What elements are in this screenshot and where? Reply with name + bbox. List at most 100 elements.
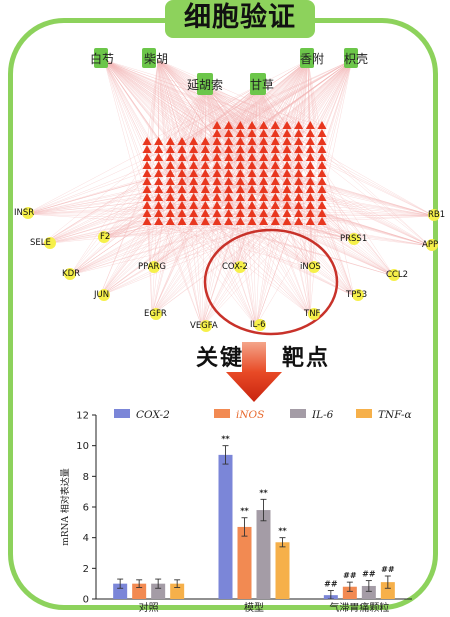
compound-node — [259, 193, 269, 201]
network-edge — [41, 213, 241, 245]
compound-node — [305, 145, 315, 153]
network-edge — [103, 59, 194, 143]
network-edge — [257, 85, 276, 183]
compound-node — [282, 137, 292, 145]
network-edge — [25, 165, 194, 215]
compound-node — [259, 217, 269, 225]
network-edge — [151, 149, 276, 316]
target-node: COX-2 — [222, 261, 248, 273]
network-edge — [170, 85, 207, 143]
compound-node — [154, 169, 164, 177]
network-edge — [228, 59, 353, 127]
compound-node — [165, 153, 175, 161]
network-edge — [25, 125, 218, 215]
compound-node — [305, 169, 315, 177]
compound-node — [317, 217, 327, 225]
compound-node — [177, 145, 187, 153]
network-edge — [310, 213, 431, 247]
significance-label: ## — [362, 570, 376, 579]
compound-node — [247, 169, 257, 177]
target-node: PRSS1 — [340, 233, 367, 245]
target-node: iNOS — [300, 261, 321, 273]
target-node-marker — [388, 269, 400, 281]
network-edge — [228, 149, 311, 316]
compound-node — [259, 121, 269, 129]
compound-node — [154, 201, 164, 209]
compound-node — [247, 177, 257, 185]
compound-node — [305, 137, 315, 145]
network-edge — [151, 213, 253, 316]
network-edge — [310, 221, 395, 277]
target-label: PPARG — [138, 262, 167, 272]
network-edge — [201, 149, 288, 328]
network-edge — [228, 181, 257, 327]
compound-node — [282, 185, 292, 193]
network-edge — [255, 205, 299, 327]
compound-node — [177, 209, 187, 217]
compound-node — [165, 185, 175, 193]
compound-node — [200, 185, 210, 193]
target-node-marker — [234, 261, 246, 273]
compound-node — [189, 193, 199, 201]
compound-node — [224, 201, 234, 209]
compound-node — [177, 177, 187, 185]
y-tick-label: 0 — [83, 595, 89, 606]
compound-node — [212, 177, 222, 185]
compound-node — [270, 193, 280, 201]
network-edge — [170, 197, 257, 327]
herb-node: 延胡索 — [185, 73, 225, 95]
network-edge — [321, 189, 435, 217]
network-edge — [149, 141, 323, 269]
network-edge — [151, 197, 206, 316]
compound-node — [305, 209, 315, 217]
compound-node — [317, 193, 327, 201]
target-node-marker — [148, 261, 160, 273]
network-edge — [99, 157, 288, 297]
network-edge — [309, 181, 323, 316]
compound-node — [224, 193, 234, 201]
compound-node — [317, 201, 327, 209]
network-edge — [25, 141, 229, 215]
network-edge — [99, 189, 276, 297]
network-edge — [103, 59, 264, 215]
compound-node — [259, 161, 269, 169]
network-edge — [146, 59, 309, 143]
significance-label: ** — [240, 507, 249, 516]
network-edge — [157, 59, 276, 175]
compound-node — [305, 153, 315, 161]
target-node-marker — [150, 308, 162, 320]
compound-node — [259, 145, 269, 153]
network-edge — [251, 157, 431, 247]
network-edge — [158, 85, 259, 143]
compound-node — [154, 177, 164, 185]
compound-node — [212, 153, 222, 161]
compound-node — [317, 145, 327, 153]
network-edge — [170, 205, 355, 297]
compound-node — [270, 129, 280, 137]
target-node-marker — [426, 239, 438, 251]
compound-node — [282, 169, 292, 177]
target-node-marker — [44, 237, 56, 249]
compound-node — [224, 185, 234, 193]
network-edge — [310, 215, 435, 223]
network-edge — [240, 149, 257, 327]
compound-node — [154, 161, 164, 169]
compound-node — [235, 177, 245, 185]
network-edge — [205, 141, 311, 316]
target-node: APP — [422, 239, 438, 251]
target-label: TP53 — [346, 290, 368, 300]
compound-node — [165, 193, 175, 201]
network-edge — [251, 165, 435, 217]
compound-node — [294, 137, 304, 145]
network-edge — [170, 85, 207, 167]
network-edge — [69, 181, 171, 276]
network-edge — [205, 205, 313, 269]
compound-node — [247, 137, 257, 145]
compound-node — [235, 201, 245, 209]
compound-node — [165, 217, 175, 225]
x-tick-label: 气滞胃痛颗粒 — [329, 601, 389, 614]
compound-node — [142, 193, 152, 201]
compound-node — [247, 209, 257, 217]
compound-node — [294, 209, 304, 217]
network-edge — [151, 173, 241, 316]
